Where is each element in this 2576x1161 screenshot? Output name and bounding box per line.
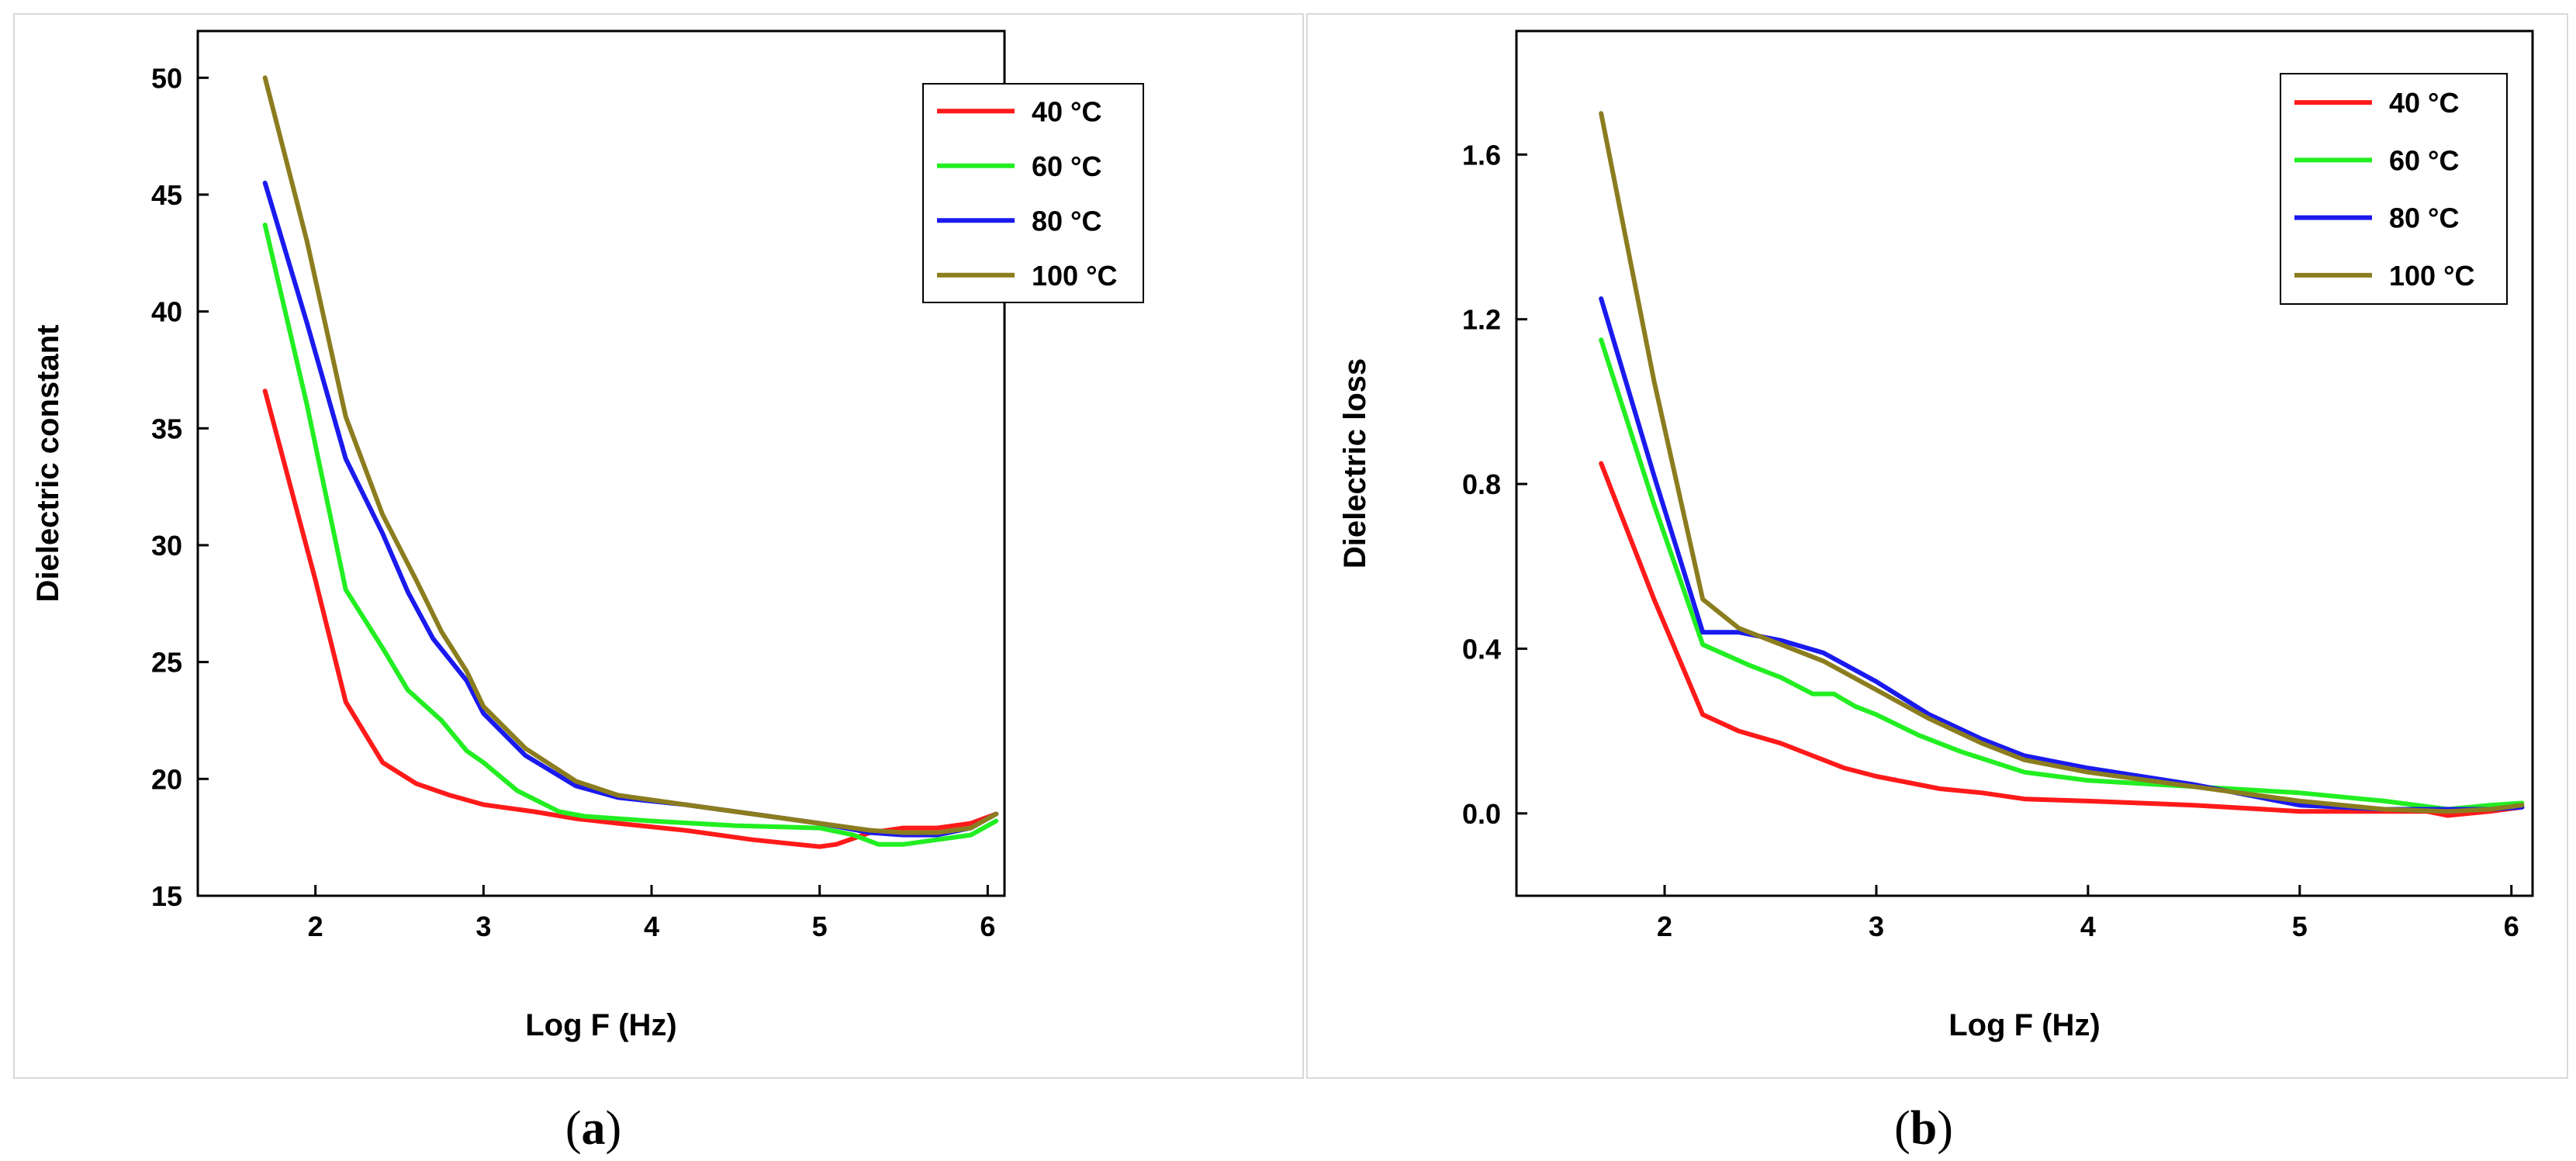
caption-open-paren: ( (565, 1102, 582, 1155)
legend-label: 80 °C (2389, 202, 2459, 234)
series-line-0 (262, 389, 999, 849)
series-line-3 (262, 75, 999, 835)
plot-area (1515, 29, 2534, 897)
x-tick-label: 6 (2504, 910, 2519, 942)
figure-frame (13, 13, 1304, 1079)
panel-caption: (a) (565, 1102, 621, 1155)
y-tick-label: 50 (151, 62, 182, 94)
x-tick-label: 6 (980, 910, 995, 942)
series-line-1 (262, 223, 999, 847)
y-axis-title: Dielectric loss (1338, 358, 1372, 568)
legend-label: 100 °C (1032, 260, 1117, 292)
caption-close-paren: ) (606, 1102, 622, 1155)
figure-frame (1306, 13, 2568, 1079)
y-tick-label: 20 (151, 763, 182, 795)
x-tick-label: 5 (812, 910, 828, 942)
caption-open-paren: ( (1894, 1102, 1910, 1155)
caption-letter: b (1910, 1102, 1937, 1155)
x-tick-label: 2 (308, 910, 323, 942)
caption-letter: a (582, 1102, 606, 1155)
x-axis-title: Log F (Hz) (1948, 1008, 2101, 1042)
legend-label: 40 °C (2389, 87, 2459, 119)
chart-panel-b: 2 3 4 5 6 0.0 0.4 0.8 1.2 1.6 Log F (Hz) Dielectric… (1306, 13, 2568, 1155)
legend-label: 80 °C (1032, 205, 1101, 237)
panel-caption: (b) (1894, 1102, 1953, 1155)
series-line-1 (1599, 337, 2525, 812)
x-tick-label: 2 (1657, 910, 1672, 942)
y-tick-label: 1.6 (1462, 139, 1501, 171)
series-line-3 (1599, 111, 2525, 814)
plot-area (196, 29, 1006, 897)
caption-close-paren: ) (1937, 1102, 1953, 1155)
x-tick-label: 3 (1869, 910, 1884, 942)
x-tick-label: 4 (644, 910, 659, 942)
y-tick-label: 45 (151, 179, 182, 211)
y-tick-label: 0.4 (1462, 633, 1501, 665)
legend-label: 60 °C (1032, 150, 1101, 182)
legend-box (922, 83, 1144, 303)
y-tick-label: 25 (151, 647, 182, 679)
x-tick-label: 3 (475, 910, 491, 942)
legend-box (2280, 73, 2508, 305)
x-axis-title: Log F (Hz) (525, 1008, 677, 1042)
y-tick-label: 40 (151, 296, 182, 328)
y-tick-label: 1.2 (1462, 304, 1501, 336)
y-tick-label: 35 (151, 413, 182, 444)
y-axis-title: Dielectric constant (31, 325, 65, 603)
y-tick-label: 15 (151, 880, 182, 912)
x-tick-label: 4 (2080, 910, 2096, 942)
y-tick-label: 0.8 (1462, 468, 1501, 500)
legend-label: 60 °C (2389, 144, 2459, 176)
x-tick-label: 5 (2292, 910, 2308, 942)
y-tick-label: 30 (151, 530, 182, 561)
y-tick-label: 0.0 (1462, 798, 1501, 830)
series-line-2 (262, 180, 999, 838)
legend-label: 100 °C (2389, 260, 2474, 292)
legend-label: 40 °C (1032, 95, 1101, 127)
